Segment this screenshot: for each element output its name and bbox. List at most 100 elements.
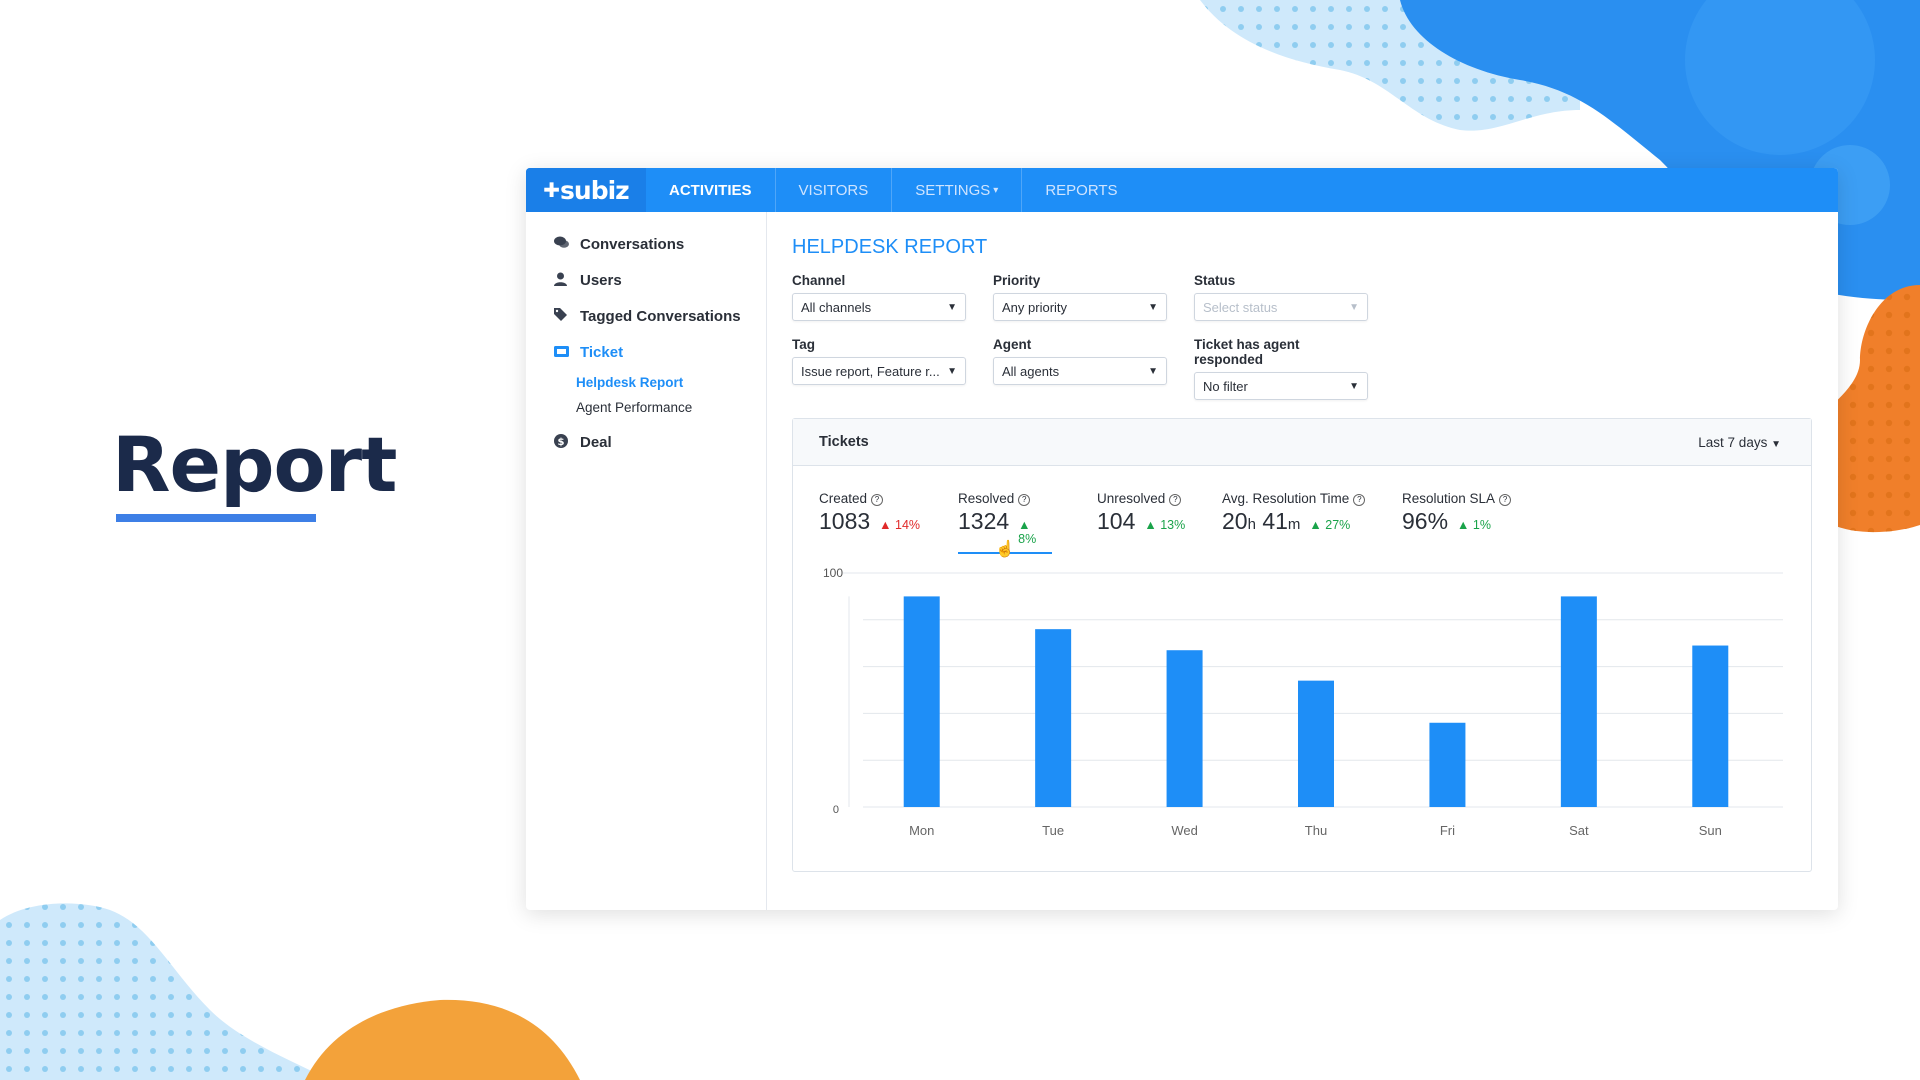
channel-select[interactable]: All channels ▼ [792,293,966,321]
nav-activities[interactable]: ACTIVITIES [646,168,776,212]
select-value: All agents [1002,363,1060,379]
dollar-icon: $ [554,433,580,451]
chevron-down-icon: ▼ [1349,301,1359,313]
comments-icon [554,236,580,252]
chevron-down-icon: ▼ [947,301,957,313]
stat-row: 1083 ▲ 14% [819,508,958,535]
stat-row: 1324 ▲ 8% [958,508,1052,546]
stat-label-text: Resolved [958,491,1015,506]
nav-settings[interactable]: SETTINGS ▾ [892,168,1023,212]
filters: Channel All channels ▼ Priority Any prior… [792,273,1814,400]
filter-label: Priority [993,273,1041,288]
sidebar-item-label: Deal [580,433,612,451]
tags-icon [554,307,580,325]
sidebar-item-label: Ticket [580,343,624,361]
stat-change-value: 13% [1160,518,1186,532]
hero-underline [116,514,316,522]
stat-unresolved[interactable]: Unresolved? 104 ▲ 13% [1097,491,1222,554]
filter-agent: Agent All agents ▼ [993,337,1167,400]
stat-value: 20h 41m [1222,508,1300,535]
date-range-dropdown[interactable]: Last 7 days ▼ [1698,435,1781,450]
stat-row: 20h 41m ▲ 27% [1222,508,1402,535]
sidebar-item-conversations[interactable]: Conversations [526,226,766,262]
chevron-down-icon: ▼ [1771,438,1781,450]
filter-label: Ticket has agent responded [1194,337,1300,367]
select-value: No filter [1203,378,1248,394]
chevron-down-icon: ▼ [1349,380,1359,392]
help-icon: ? [1018,494,1031,506]
sidebar-item-tagged-conversations[interactable]: Tagged Conversations [526,298,766,334]
stat-label: Resolved? [958,491,1052,506]
main-content: HELPDESK REPORT Channel All channels ▼ Pr… [792,212,1814,910]
x-tick-label: Sun [1699,823,1722,838]
sidebar-subitem-helpdesk-report[interactable]: Helpdesk Report [576,375,684,390]
nav-reports-label: REPORTS [1045,181,1118,199]
filter-status: Status Select status ▼ [1194,273,1368,321]
hero-title: Report [112,420,397,509]
filter-channel: Channel All channels ▼ [792,273,966,321]
svg-text:$: $ [558,437,565,448]
filter-label: Channel [792,273,846,288]
agent-select[interactable]: All agents ▼ [993,357,1167,385]
stats-row: Created? 1083 ▲ 14% Resolved? 1324 ▲ 8% Un… [819,491,1532,554]
top-navbar: ✚ subiz ACTIVITIES VISITORS SETTINGS ▾ REP… [526,168,1838,212]
stat-label: Created? [819,491,958,506]
x-tick-label: Wed [1171,823,1198,838]
agent-responded-select[interactable]: No filter ▼ [1194,372,1368,400]
stat-value-hours: 20 [1222,508,1248,534]
nav-activities-label: ACTIVITIES [669,181,752,199]
stat-change-value: 27% [1325,518,1351,532]
stat-label-text: Resolution SLA [1402,491,1496,506]
pointer-cursor-icon: ☝ [995,541,1015,558]
stat-row: 96% ▲ 1% [1402,508,1532,535]
sidebar-item-ticket[interactable]: Ticket [526,334,766,370]
help-icon: ? [871,494,884,506]
user-icon [554,272,580,289]
stat-value: 96% [1402,508,1449,534]
stat-resolved[interactable]: Resolved? 1324 ▲ 8% [958,491,1052,554]
sidebar-item-users[interactable]: Users [526,262,766,298]
sidebar-subitem-agent-performance[interactable]: Agent Performance [576,400,693,415]
logo-text: subiz [560,175,630,205]
x-tick-label: Sat [1569,823,1589,838]
tickets-bar-chart: 100 0 Mon Tue Wed Thu Fri Sat Sun [823,566,1783,838]
tickets-card-header: Tickets Last 7 days ▼ [793,419,1811,466]
nav-reports[interactable]: REPORTS [1022,168,1140,212]
filter-label: Tag [792,337,815,352]
y-tick-label: 0 [833,804,839,816]
filter-label: Agent [993,337,1032,352]
tag-select[interactable]: Issue report, Feature r... ▼ [792,357,966,385]
sidebar-item-label: Tagged Conversations [580,307,741,325]
status-select[interactable]: Select status ▼ [1194,293,1368,321]
nav-visitors[interactable]: VISITORS [776,168,893,212]
x-tick-label: Thu [1305,823,1327,838]
bar-thu [1298,680,1334,807]
filter-agent-responded: Ticket has agent responded No filter ▼ [1194,337,1368,400]
stat-change: ▲ 14% [879,518,921,532]
stat-created[interactable]: Created? 1083 ▲ 14% [819,491,958,554]
stat-label-text: Unresolved [1097,491,1166,506]
chevron-down-icon: ▾ [993,184,999,196]
stat-change: ▲ 13% [1144,518,1186,532]
chevron-down-icon: ▼ [1148,365,1158,377]
y-tick-label: 100 [823,566,843,580]
sidebar-item-deal[interactable]: $ Deal [526,424,766,460]
filter-label: Status [1194,273,1236,288]
subiz-logo[interactable]: ✚ subiz [526,168,646,212]
select-value: Any priority [1002,299,1068,315]
tickets-card: Tickets Last 7 days ▼ Created? 1083 ▲ 14%… [792,418,1812,872]
ticket-icon [554,344,580,360]
date-range-label: Last 7 days [1698,434,1768,450]
help-icon: ? [1353,494,1366,506]
bar-sun [1692,645,1729,807]
filter-priority: Priority Any priority ▼ [993,273,1167,321]
stat-resolution-sla[interactable]: Resolution SLA? 96% ▲ 1% [1402,491,1532,554]
stat-change: ▲ 1% [1457,518,1491,532]
stat-unit-minutes: m [1287,516,1301,533]
priority-select[interactable]: Any priority ▼ [993,293,1167,321]
chevron-down-icon: ▼ [1148,301,1158,313]
stat-avg-resolution-time[interactable]: Avg. Resolution Time? 20h 41m ▲ 27% [1222,491,1402,554]
sidebar-item-label: Conversations [580,235,685,253]
select-value: Issue report, Feature r... [801,363,940,379]
filter-tag: Tag Issue report, Feature r... ▼ [792,337,966,400]
